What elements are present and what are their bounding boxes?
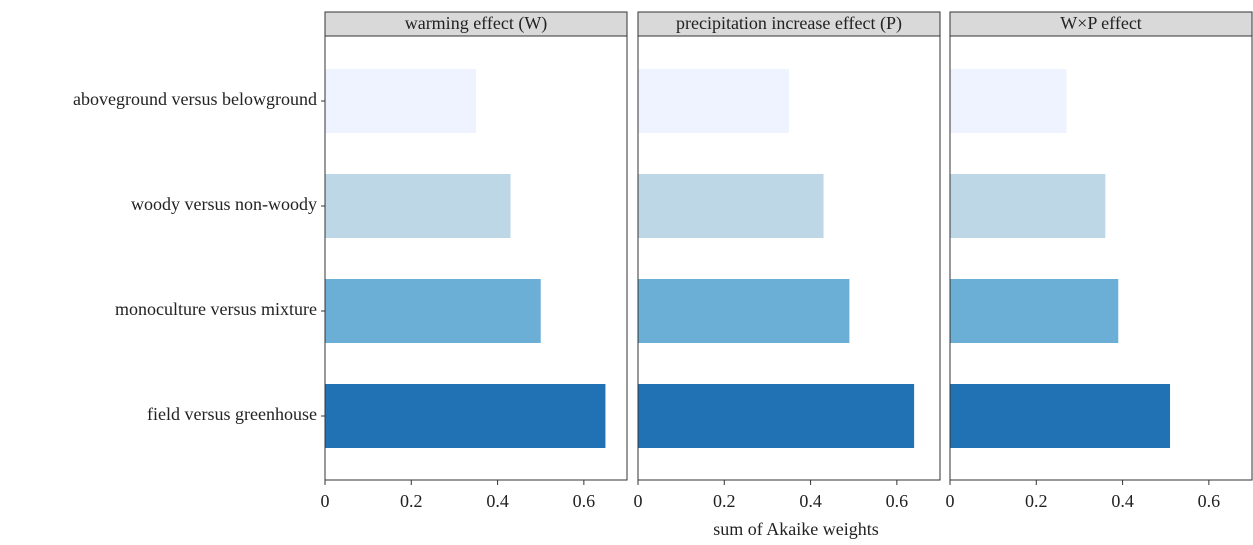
panel-border — [324, 35, 628, 481]
x-tick-label: 0.6 — [1198, 491, 1221, 511]
facet-strip — [637, 11, 941, 37]
facet-strip — [949, 11, 1253, 37]
x-tick-label: 0.4 — [1111, 491, 1134, 511]
facet-title: W×P effect — [1060, 13, 1142, 33]
bar — [950, 174, 1106, 238]
y-tick-label: woody versus non-woody — [131, 194, 317, 214]
facet-strip — [324, 11, 628, 37]
bar — [325, 384, 606, 448]
bar — [638, 69, 789, 133]
bar — [950, 279, 1119, 343]
bar — [325, 174, 511, 238]
panel-border — [637, 35, 941, 481]
x-tick-label: 0 — [946, 491, 955, 511]
x-tick-label: 0.2 — [1025, 491, 1048, 511]
bar — [325, 69, 476, 133]
x-tick-label: 0.2 — [400, 491, 423, 511]
bar — [950, 69, 1067, 133]
x-tick-label: 0.6 — [573, 491, 596, 511]
bar — [638, 279, 850, 343]
x-tick-label: 0 — [321, 491, 330, 511]
y-tick-label: monoculture versus mixture — [115, 299, 317, 319]
x-tick-label: 0.4 — [486, 491, 509, 511]
x-tick-label: 0 — [634, 491, 643, 511]
bar — [950, 384, 1171, 448]
x-tick-label: 0.4 — [799, 491, 822, 511]
y-tick-label: field versus greenhouse — [147, 404, 317, 424]
facet-title: precipitation increase effect (P) — [676, 13, 902, 34]
x-tick-label: 0.2 — [713, 491, 736, 511]
bar — [638, 384, 915, 448]
x-tick-label: 0.6 — [886, 491, 909, 511]
bar — [638, 174, 824, 238]
bar — [325, 279, 541, 343]
facet-title: warming effect (W) — [405, 13, 548, 34]
x-axis-label: sum of Akaike weights — [713, 519, 878, 539]
y-tick-label: aboveground versus belowground — [73, 89, 317, 109]
panel-border — [949, 35, 1253, 481]
